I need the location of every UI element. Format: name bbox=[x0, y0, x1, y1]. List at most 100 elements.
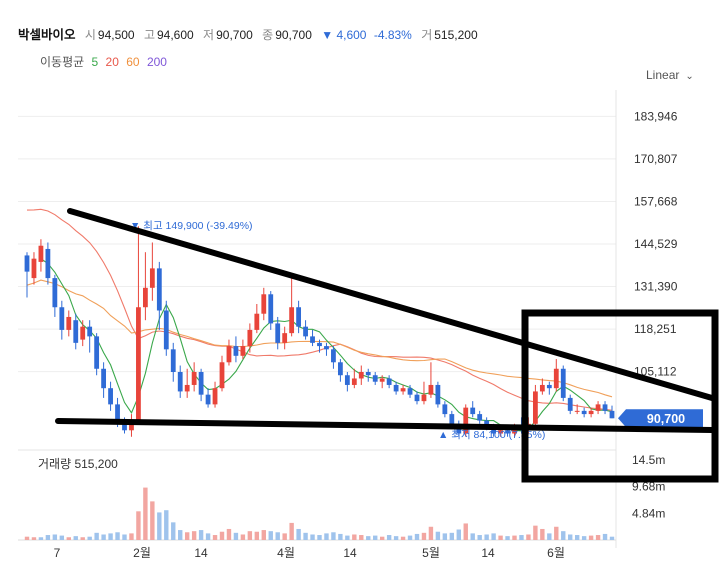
candle-body bbox=[609, 410, 615, 419]
ma-period-5[interactable]: 5 bbox=[91, 55, 99, 69]
volume-bar bbox=[240, 534, 246, 540]
volume-label: 거 bbox=[421, 28, 433, 42]
high-annotation: ▼ 최고 149,900 (-39.49%) bbox=[130, 220, 253, 232]
volume-bar bbox=[505, 536, 510, 540]
candle-body bbox=[226, 346, 232, 363]
volume-bar bbox=[435, 531, 441, 540]
low-label: 저 bbox=[203, 28, 215, 42]
volume-bar bbox=[602, 533, 608, 540]
open-label: 시 bbox=[84, 28, 96, 42]
candle-body bbox=[331, 349, 336, 363]
candle-body bbox=[407, 388, 413, 395]
candle-body bbox=[337, 362, 343, 376]
volume-bar bbox=[45, 535, 51, 540]
candle-body bbox=[386, 378, 392, 385]
volume-tick-label: 4.84m bbox=[632, 506, 665, 520]
volume-bar bbox=[108, 533, 113, 540]
candle-body bbox=[108, 388, 113, 405]
volume-bar bbox=[171, 522, 176, 540]
ma-period-200[interactable]: 200 bbox=[146, 55, 167, 69]
change-percent: -4.83% bbox=[373, 28, 412, 42]
x-tick-label: 14 bbox=[194, 546, 208, 560]
volume-bar bbox=[491, 533, 496, 540]
current-price-tag bbox=[618, 409, 703, 428]
x-tick-label: 6월 bbox=[547, 546, 565, 560]
chevron-down-icon: ⌄ bbox=[685, 71, 694, 82]
volume-bar bbox=[296, 528, 301, 540]
volume-bar bbox=[101, 534, 106, 540]
volume-bar bbox=[275, 532, 280, 540]
volume-bar bbox=[52, 534, 58, 540]
x-tick-label: 14 bbox=[481, 546, 495, 560]
volume-bar bbox=[463, 523, 468, 540]
volume-bar bbox=[595, 535, 601, 540]
low-annotation: ▲ 최저 84,100 (7.85%) bbox=[438, 429, 545, 441]
volume-bar bbox=[574, 535, 580, 540]
price-tick-label: 118,251 bbox=[634, 322, 677, 336]
candle-body bbox=[115, 404, 120, 421]
candle-body bbox=[233, 346, 239, 356]
volume-value: 515,200 bbox=[434, 28, 478, 42]
volume-tick-label: 14.5m bbox=[632, 453, 665, 467]
candle-body bbox=[268, 294, 274, 324]
candle-body bbox=[581, 410, 587, 415]
volume-bar bbox=[477, 535, 482, 540]
volume-bar bbox=[581, 536, 587, 540]
volume-bar bbox=[519, 535, 524, 540]
candle-body bbox=[310, 336, 315, 343]
high-value: 94,600 bbox=[157, 28, 194, 42]
x-tick-label: 2월 bbox=[133, 546, 151, 560]
candle-body bbox=[24, 255, 30, 272]
volume-bar bbox=[400, 536, 406, 540]
candle-body bbox=[505, 430, 510, 434]
volume-bar bbox=[386, 535, 392, 540]
candle-body bbox=[317, 342, 322, 347]
candle-body bbox=[560, 368, 566, 398]
ma-period-60[interactable]: 60 bbox=[126, 55, 140, 69]
scale-label: Linear bbox=[646, 68, 680, 82]
ma-period-20[interactable]: 20 bbox=[105, 55, 119, 69]
volume-bar bbox=[205, 533, 211, 540]
candle-body bbox=[365, 372, 371, 376]
candle-body bbox=[240, 346, 246, 356]
volume-bar bbox=[164, 510, 169, 540]
volume-bar bbox=[331, 532, 336, 540]
candle-body bbox=[191, 372, 197, 385]
scale-selector[interactable]: Linear ⌄ bbox=[646, 68, 694, 82]
volume-bar bbox=[94, 532, 99, 540]
candle-body bbox=[484, 420, 490, 428]
volume-tick-label: 9.68m bbox=[632, 480, 665, 494]
x-tick-label: 5월 bbox=[422, 546, 440, 560]
high-label: 고 bbox=[143, 28, 155, 42]
volume-bar bbox=[87, 536, 92, 540]
volume-bar bbox=[212, 535, 218, 540]
volume-bar bbox=[561, 531, 566, 540]
price-tick-label: 157,668 bbox=[634, 194, 678, 208]
candle-body bbox=[428, 384, 434, 395]
candle-body bbox=[247, 329, 253, 347]
volume-bar bbox=[393, 536, 399, 540]
volume-bar bbox=[247, 531, 253, 540]
candle-body bbox=[567, 397, 573, 411]
volume-bar bbox=[498, 535, 503, 540]
volume-bar bbox=[143, 487, 148, 540]
candle-body bbox=[602, 404, 608, 411]
volume-bar bbox=[554, 526, 559, 540]
volume-bar bbox=[449, 532, 455, 540]
volume-bar bbox=[178, 530, 183, 540]
candle-body bbox=[595, 404, 601, 411]
drawn-highlight-box bbox=[521, 309, 719, 483]
candle-body bbox=[136, 307, 141, 421]
volume-bar bbox=[184, 532, 190, 540]
volume-bar bbox=[191, 531, 197, 540]
volume-bar bbox=[129, 533, 134, 540]
volume-bar bbox=[526, 534, 531, 540]
volume-bar bbox=[31, 537, 37, 540]
candle-body bbox=[414, 394, 420, 402]
candle-body bbox=[31, 258, 37, 279]
candle-body bbox=[254, 313, 260, 330]
candle-body bbox=[142, 287, 148, 308]
ma-label: 이동평균 bbox=[40, 55, 85, 69]
volume-bar bbox=[150, 501, 155, 540]
